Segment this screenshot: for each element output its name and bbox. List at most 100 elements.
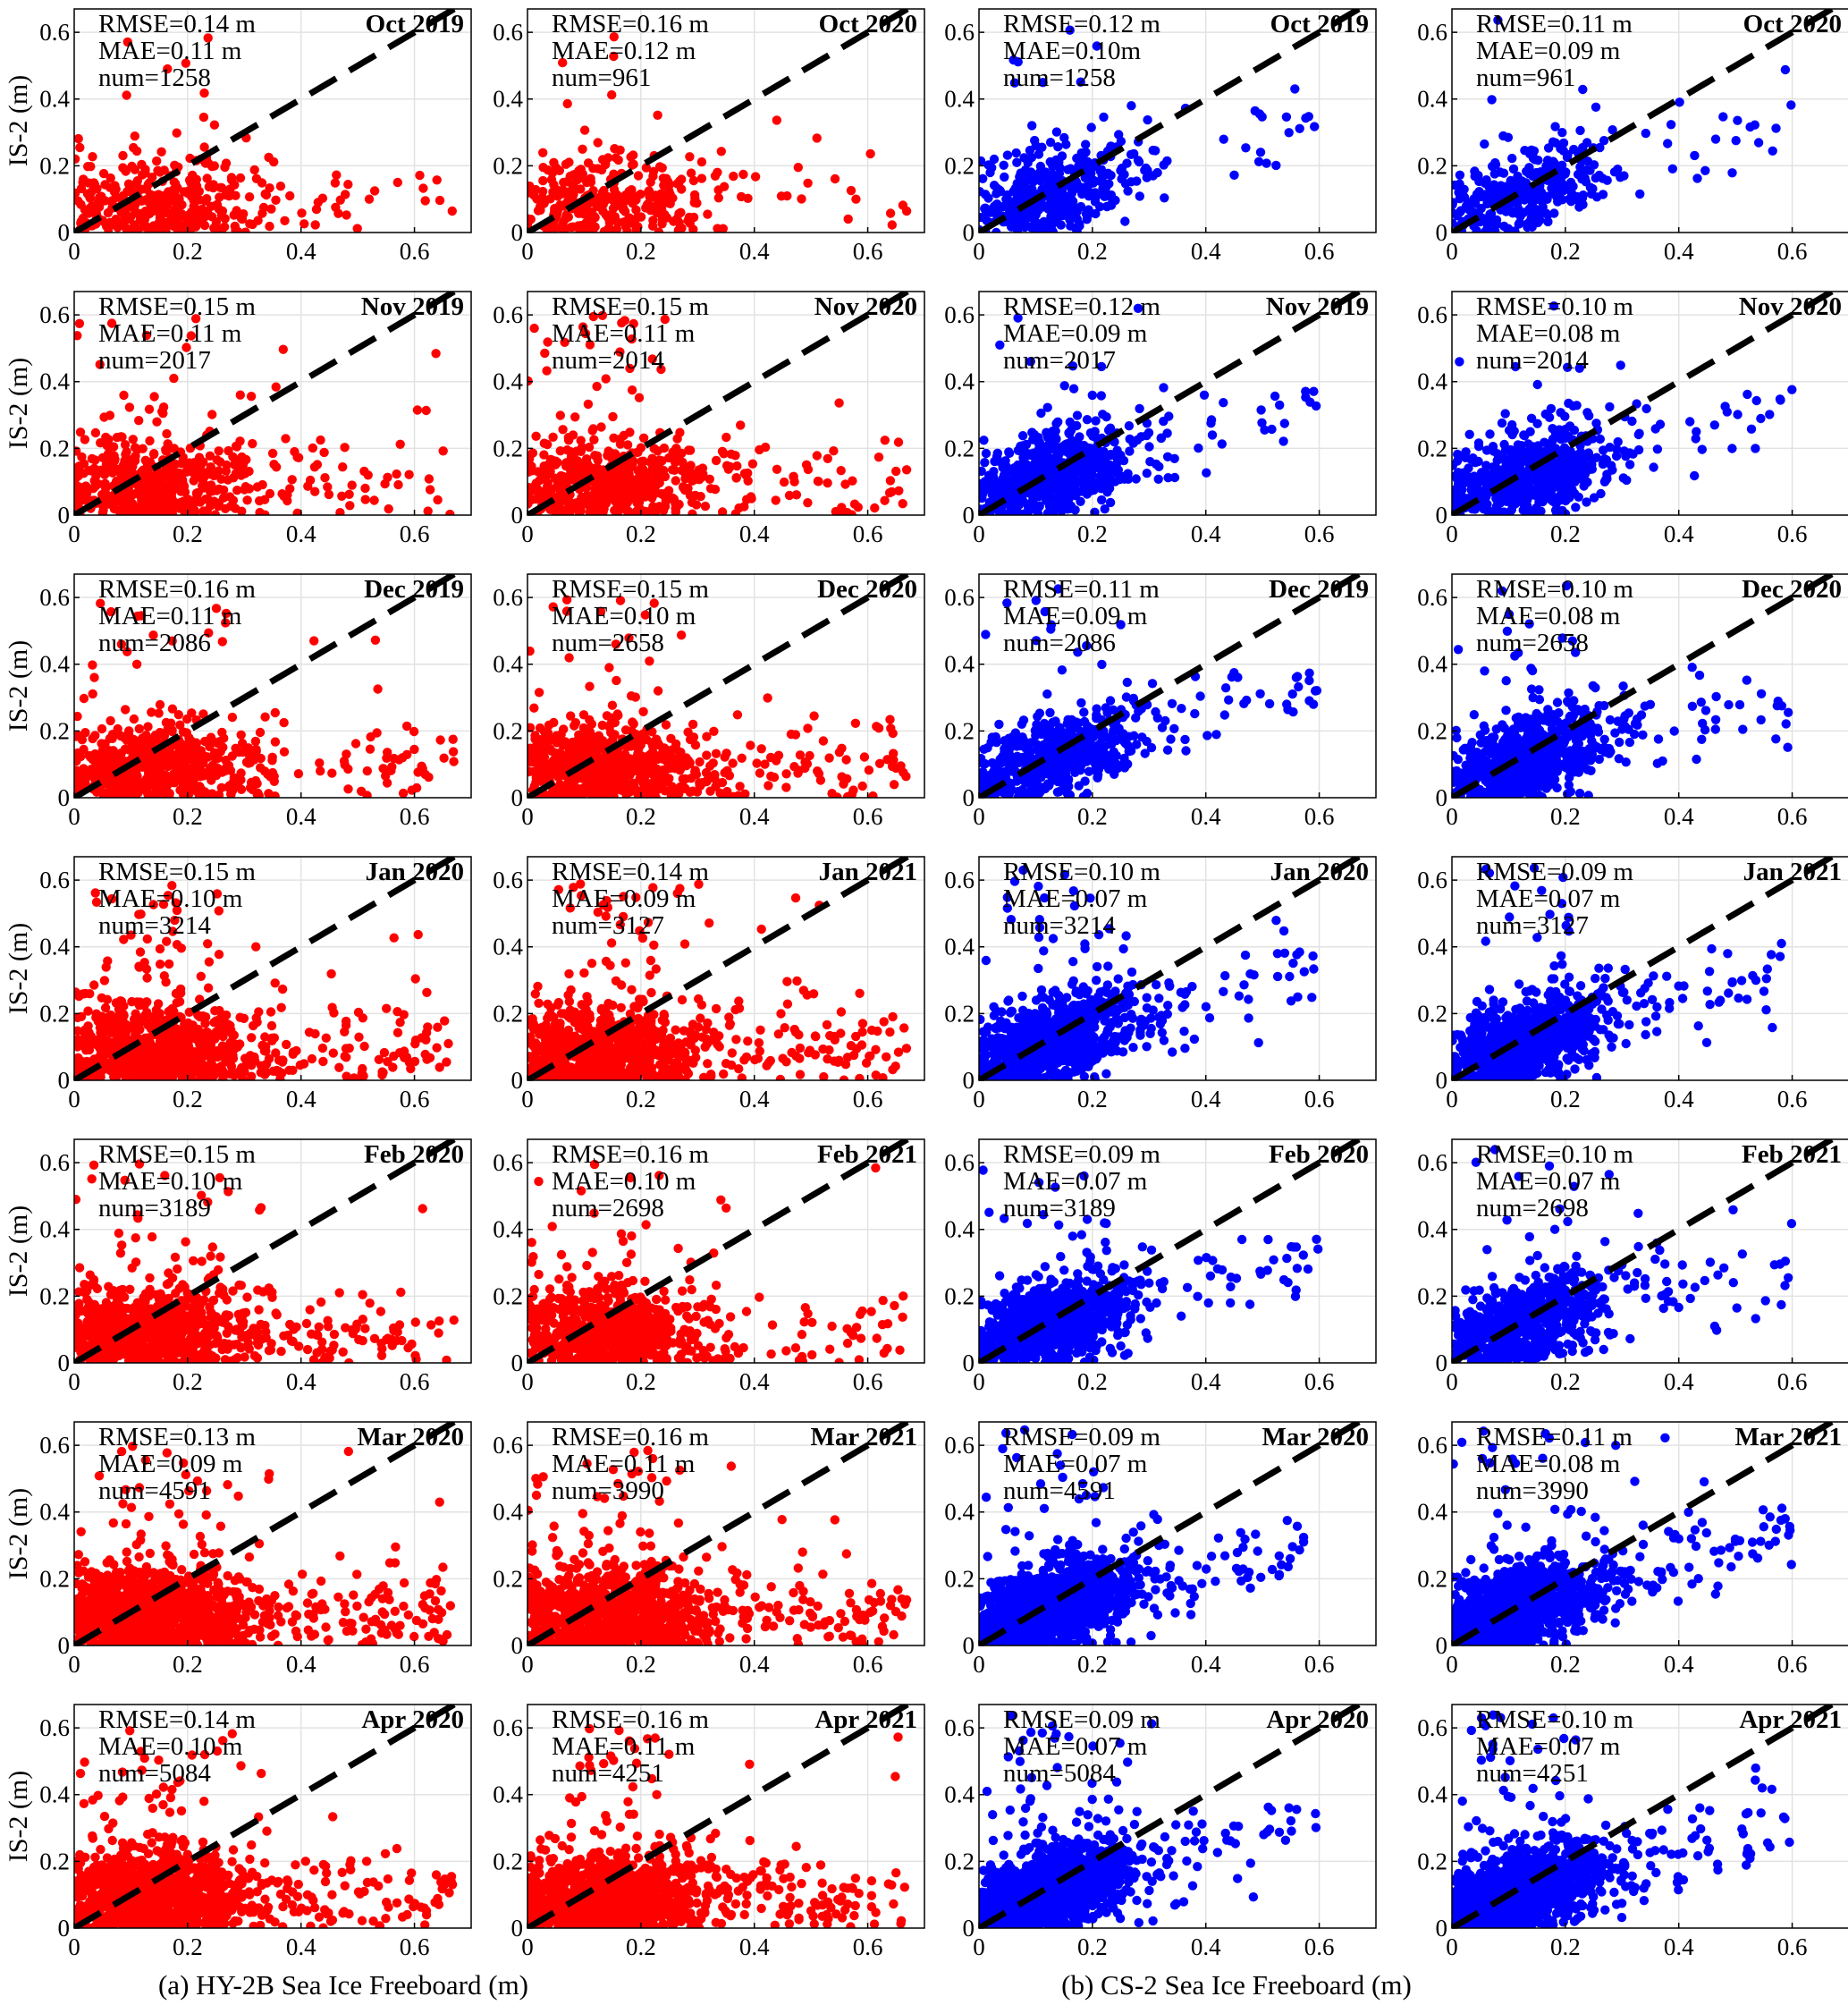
data-point: [1641, 128, 1651, 139]
data-point: [1452, 461, 1457, 470]
rmse-label: RMSE=0.10 m: [1476, 292, 1633, 321]
data-point: [1135, 403, 1144, 414]
num-label: num=2017: [1003, 346, 1116, 375]
data-point: [1013, 313, 1023, 323]
data-point: [1009, 492, 1019, 502]
data-point: [1523, 218, 1533, 229]
data-point: [132, 611, 142, 622]
data-point: [1076, 496, 1085, 506]
y-tick-label: 0.2: [1417, 152, 1447, 179]
data-point: [1053, 142, 1063, 152]
data-point: [1564, 433, 1574, 443]
data-point: [562, 98, 572, 109]
data-point: [74, 461, 84, 471]
axes-frame: [73, 291, 472, 516]
data-point: [1106, 190, 1117, 200]
data-point: [331, 202, 341, 212]
data-point: [240, 227, 250, 233]
data-point: [155, 699, 165, 710]
data-point: [1455, 357, 1464, 367]
rmse-label: RMSE=0.11 m: [1476, 10, 1633, 38]
data-point: [1090, 427, 1100, 436]
axes-frame: [1451, 8, 1848, 233]
data-point: [995, 340, 1005, 350]
x-tick-label: 0.2: [626, 520, 656, 547]
data-point: [208, 182, 218, 193]
data-point: [281, 434, 291, 444]
data-point: [350, 739, 361, 749]
data-point: [77, 452, 87, 462]
data-point: [553, 479, 562, 489]
data-point: [250, 736, 261, 747]
data-point: [119, 390, 129, 401]
x-tick-label: 0.6: [1777, 238, 1808, 265]
data-point: [813, 476, 823, 486]
data-point: [1524, 483, 1535, 493]
data-point: [175, 720, 185, 730]
data-point: [1557, 128, 1567, 138]
data-point: [360, 495, 370, 504]
data-point: [584, 442, 595, 453]
data-point: [870, 503, 880, 513]
data-point: [141, 184, 152, 194]
data-point: [1722, 407, 1733, 417]
data-point: [97, 191, 106, 201]
data-point: [362, 766, 372, 776]
data-point: [89, 178, 99, 188]
data-point: [1127, 101, 1136, 111]
data-point: [138, 465, 148, 475]
x-tick-label: 0.2: [173, 520, 203, 547]
data-point: [1262, 158, 1271, 168]
data-point: [74, 133, 83, 144]
data-point: [105, 715, 115, 726]
data-point: [684, 445, 694, 455]
y-tick-label: 0.6: [944, 301, 975, 328]
data-point: [1199, 390, 1210, 400]
data-point: [386, 766, 396, 775]
data-point: [1482, 198, 1493, 208]
data-point: [668, 193, 678, 203]
data-point: [1290, 84, 1300, 94]
data-point: [1589, 493, 1599, 503]
x-tick-label: 0.2: [626, 238, 656, 265]
data-point: [415, 170, 425, 181]
data-point: [170, 497, 180, 508]
data-point: [1133, 303, 1143, 313]
x-tick-label: 0.2: [1550, 520, 1581, 547]
data-point: [1011, 474, 1021, 484]
data-point: [732, 710, 743, 720]
data-point: [889, 755, 899, 766]
data-point: [1667, 164, 1678, 173]
x-tick-label: 0.4: [739, 238, 770, 265]
panel-title: Nov 2019: [1266, 292, 1369, 321]
data-point: [181, 343, 191, 352]
data-point: [850, 718, 861, 728]
num-label: num=961: [1476, 63, 1575, 92]
data-point: [1010, 483, 1020, 494]
data-point: [1099, 112, 1109, 123]
data-point: [1582, 408, 1592, 418]
y-tick-label: 0: [1436, 219, 1448, 246]
data-point: [269, 771, 279, 782]
one-to-one-line: [979, 9, 1361, 233]
data-point: [256, 753, 266, 764]
data-point: [622, 440, 633, 450]
data-point: [1549, 208, 1559, 218]
mae-label: MAE=0.09 m: [1003, 319, 1148, 348]
rmse-label: RMSE=0.12 m: [1003, 10, 1160, 38]
data-point: [725, 461, 735, 472]
data-point: [1641, 403, 1651, 414]
data-point: [1555, 452, 1565, 461]
data-point: [309, 462, 320, 472]
data-point: [100, 180, 110, 190]
data-point: [1710, 134, 1721, 144]
x-tick-label: 0.6: [400, 803, 430, 830]
data-point: [603, 224, 613, 233]
data-point: [378, 764, 388, 774]
data-point: [979, 436, 989, 445]
data-point: [1042, 495, 1053, 506]
data-point: [558, 57, 568, 68]
data-point: [80, 728, 90, 738]
data-point: [1206, 415, 1217, 425]
data-point: [601, 486, 612, 495]
